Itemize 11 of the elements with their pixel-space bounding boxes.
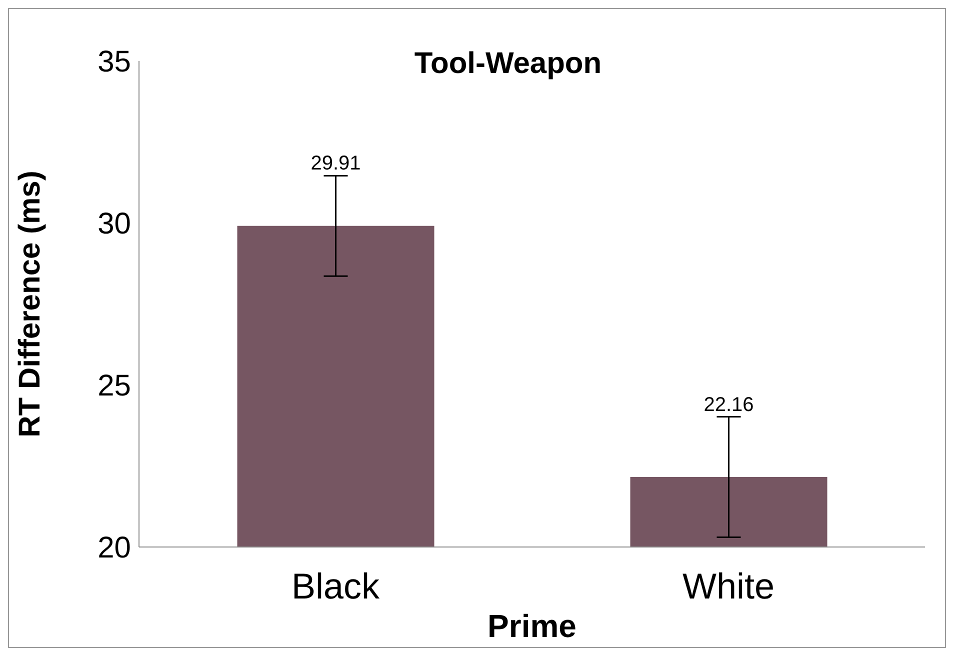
- x-tick-label: White: [682, 566, 775, 607]
- y-tick-label: 20: [98, 532, 131, 565]
- data-label: 22.16: [704, 394, 754, 416]
- x-axis-title: Prime: [488, 608, 576, 644]
- x-tick-label: Black: [291, 566, 381, 607]
- data-label: 29.91: [310, 152, 361, 175]
- y-tick-label: 30: [98, 208, 131, 241]
- y-axis-title: RT Difference (ms): [14, 170, 47, 438]
- y-tick-label: 35: [98, 46, 131, 79]
- chart-title: Tool-Weapon: [414, 47, 602, 80]
- y-tick-label: 25: [98, 370, 131, 403]
